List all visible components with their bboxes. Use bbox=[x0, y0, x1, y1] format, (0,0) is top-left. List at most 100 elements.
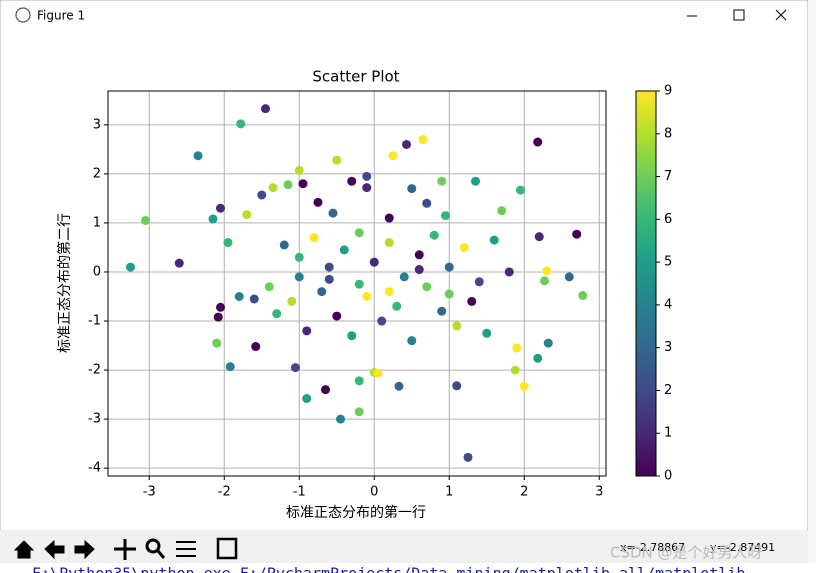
colorbar-tick-label: 9 bbox=[664, 84, 672, 99]
scatter-point bbox=[384, 238, 394, 248]
scatter-point bbox=[294, 252, 304, 262]
home-button[interactable] bbox=[13, 540, 35, 559]
toolbar bbox=[0, 530, 808, 563]
scatter-point bbox=[236, 119, 246, 129]
scatter-point bbox=[437, 176, 447, 186]
y-tick-label: 1 bbox=[93, 215, 101, 230]
scatter-point bbox=[452, 381, 462, 391]
save-button[interactable] bbox=[216, 537, 238, 560]
y-tick-label: -2 bbox=[88, 363, 101, 378]
x-tick-label: 2 bbox=[520, 485, 528, 500]
scatter-point bbox=[497, 206, 507, 216]
scatter-point bbox=[291, 363, 300, 373]
scatter-point bbox=[328, 208, 338, 218]
scatter-point bbox=[437, 306, 447, 316]
scatter-point bbox=[489, 235, 499, 245]
y-tick-label: -1 bbox=[88, 314, 101, 329]
scatter-point bbox=[362, 171, 372, 181]
scatter-point bbox=[542, 266, 552, 276]
scatter-point bbox=[347, 176, 357, 186]
coord-x: x=-2.78867 bbox=[620, 541, 685, 554]
x-tick-label: -1 bbox=[293, 485, 306, 500]
scatter-point bbox=[533, 353, 543, 363]
x-tick-label: 0 bbox=[370, 485, 378, 500]
scatter-point bbox=[414, 265, 424, 275]
scatter-point bbox=[540, 276, 549, 286]
scatter-point bbox=[302, 394, 312, 404]
scatter-point bbox=[213, 312, 223, 322]
colorbar-tick-label: 3 bbox=[664, 340, 672, 355]
zoom-button[interactable] bbox=[145, 538, 161, 554]
scatter-point bbox=[369, 257, 379, 267]
scatter-point bbox=[512, 343, 522, 353]
scatter-point bbox=[392, 301, 402, 311]
ide-background bbox=[808, 0, 816, 573]
configure-button[interactable] bbox=[176, 541, 196, 557]
scatter-point bbox=[377, 316, 387, 326]
scatter-point bbox=[283, 180, 293, 190]
scatter-point bbox=[373, 368, 383, 378]
x-tick-label: 1 bbox=[445, 485, 453, 500]
close-button[interactable] bbox=[775, 9, 787, 21]
scatter-point bbox=[193, 151, 203, 161]
scatter-point bbox=[444, 289, 454, 299]
scatter-point bbox=[294, 272, 304, 282]
app-icon bbox=[15, 7, 31, 23]
scatter-point bbox=[474, 277, 484, 287]
pan-button[interactable] bbox=[114, 539, 136, 560]
console-line: F:\Python35\python.exe F:/PycharmProject… bbox=[32, 565, 745, 573]
scatter-point bbox=[516, 185, 525, 195]
scatter-point bbox=[402, 139, 411, 149]
scatter-point bbox=[384, 287, 394, 297]
scatter-point bbox=[313, 197, 323, 207]
colorbar-tick-label: 8 bbox=[664, 126, 672, 141]
scatter-point bbox=[407, 184, 417, 194]
scatter-point bbox=[302, 326, 312, 336]
scatter-point bbox=[452, 321, 462, 331]
scatter-point bbox=[126, 262, 135, 272]
scatter-point bbox=[354, 279, 364, 289]
scatter-point bbox=[399, 272, 409, 282]
scatter-point bbox=[347, 331, 357, 341]
scatter-point bbox=[336, 414, 345, 424]
scatter-point bbox=[519, 381, 529, 391]
scatter-point bbox=[332, 311, 342, 321]
colorbar bbox=[635, 90, 657, 477]
scatter-point bbox=[418, 135, 428, 145]
scatter-point bbox=[510, 365, 520, 375]
scatter-point bbox=[272, 309, 282, 319]
scatter-point bbox=[463, 452, 473, 462]
scatter-point bbox=[249, 294, 259, 304]
scatter-point bbox=[414, 250, 424, 260]
scatter-point bbox=[459, 242, 469, 252]
coord-y: y=-2.87491 bbox=[710, 541, 775, 554]
scatter-point bbox=[324, 274, 334, 284]
scatter-point bbox=[261, 104, 270, 114]
scatter-point bbox=[242, 210, 252, 220]
colorbar-tick-label: 1 bbox=[664, 426, 672, 441]
scatter-point bbox=[354, 407, 364, 417]
scatter-point bbox=[467, 296, 477, 306]
scatter-point bbox=[309, 233, 319, 243]
scatter-point bbox=[174, 258, 184, 268]
maximize-button[interactable] bbox=[733, 9, 745, 21]
scatter-point bbox=[216, 302, 225, 312]
scatter-point bbox=[407, 336, 417, 346]
scatter-point bbox=[384, 213, 394, 223]
forward-button[interactable] bbox=[74, 539, 95, 560]
back-button[interactable] bbox=[44, 539, 65, 560]
scatter-point bbox=[251, 342, 261, 352]
scatter-point bbox=[422, 282, 432, 292]
scatter-point bbox=[471, 176, 480, 186]
scatter-point bbox=[422, 198, 432, 208]
scatter-point bbox=[212, 338, 222, 348]
scatter-point bbox=[533, 137, 543, 147]
scatter-point bbox=[564, 272, 574, 282]
scatter-point bbox=[234, 291, 244, 301]
scatter-point bbox=[339, 245, 349, 255]
scatter-point bbox=[264, 282, 274, 292]
y-tick-label: -3 bbox=[88, 412, 101, 427]
scatter-point bbox=[223, 238, 233, 248]
scatter-point bbox=[257, 190, 267, 200]
